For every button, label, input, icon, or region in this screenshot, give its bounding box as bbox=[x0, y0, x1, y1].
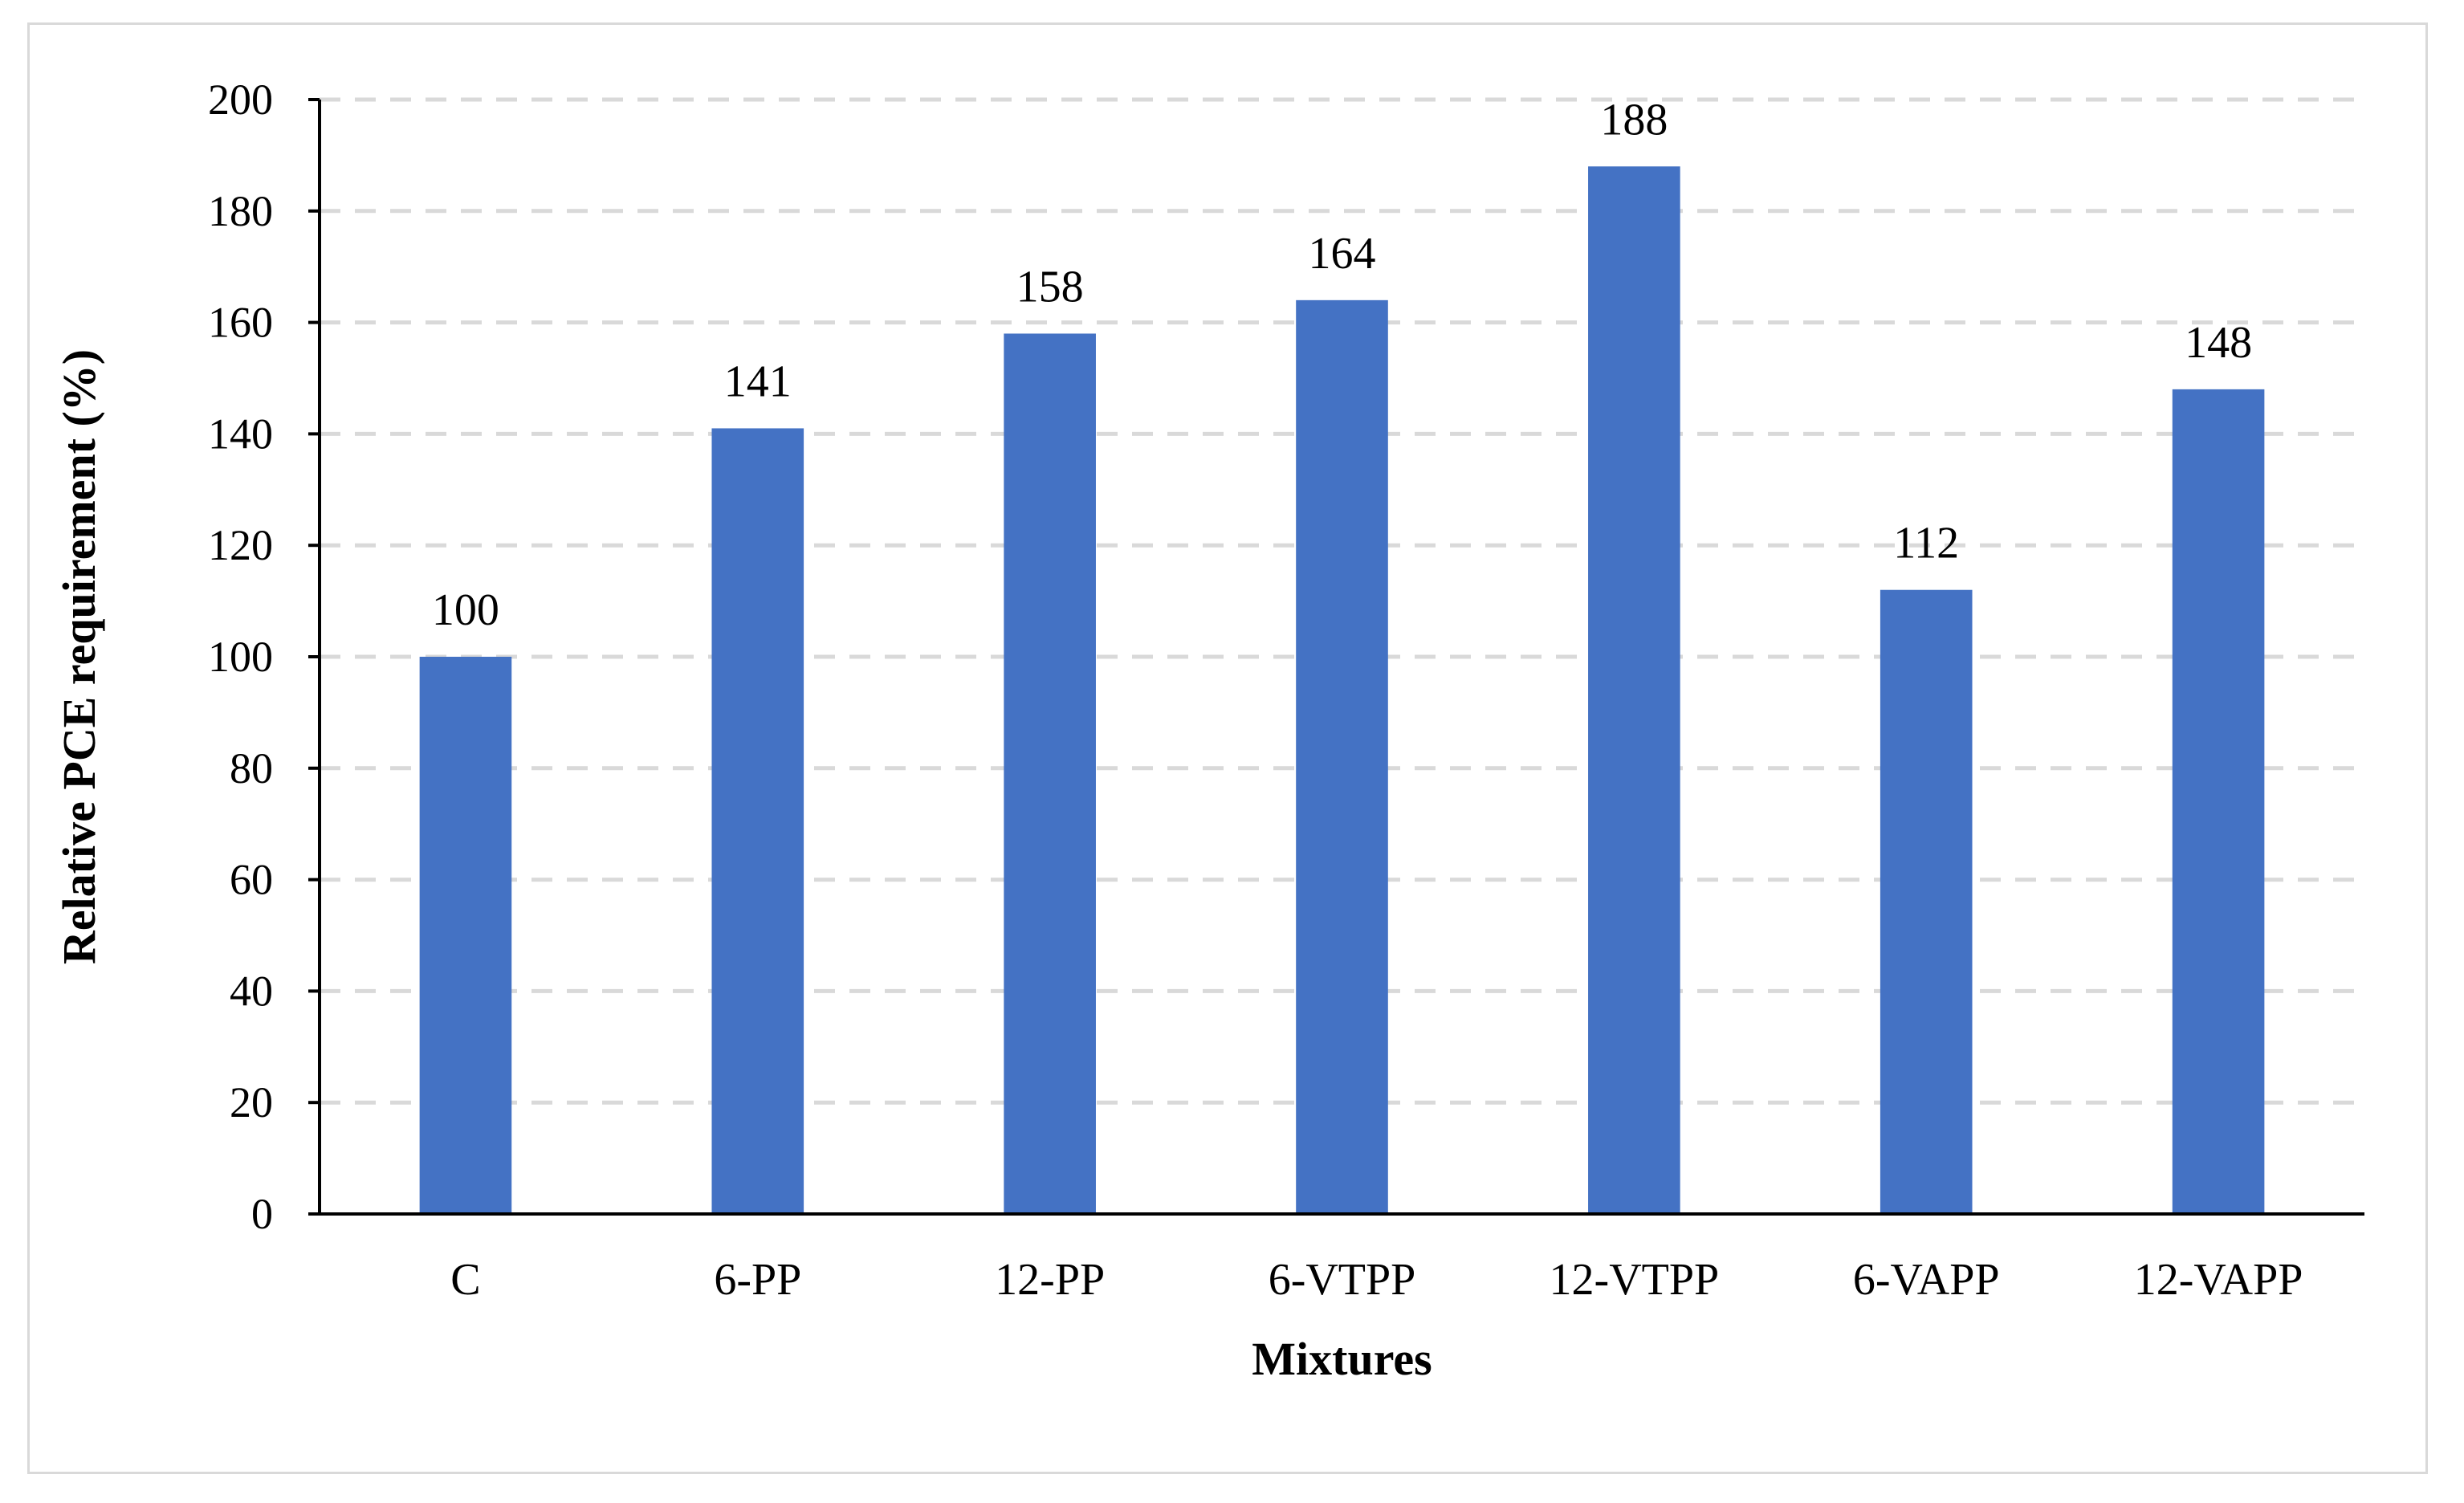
bar-c bbox=[419, 657, 512, 1214]
bars bbox=[419, 166, 2265, 1215]
x-tick-label: 6-VAPP bbox=[1853, 1255, 2000, 1305]
x-tick-label: 12-VAPP bbox=[2134, 1255, 2303, 1305]
data-label: 112 bbox=[1893, 519, 1959, 568]
gridlines bbox=[320, 97, 2364, 1105]
bar-6-vtpp bbox=[1296, 299, 1388, 1215]
x-axis-title: Mixtures bbox=[1252, 1333, 1432, 1385]
y-tick-label: 120 bbox=[208, 521, 273, 569]
y-tick-label: 100 bbox=[208, 633, 273, 681]
data-label: 158 bbox=[1016, 262, 1084, 312]
data-label: 100 bbox=[432, 585, 499, 635]
data-label: 141 bbox=[724, 356, 792, 406]
data-label: 188 bbox=[1600, 95, 1668, 145]
x-tick-label: 12-PP bbox=[995, 1255, 1105, 1305]
x-tick-labels: C 6-PP 12-PP 6-VTPP 12-VTPP 6-VAPP 12-VAPP bbox=[450, 1255, 2303, 1305]
data-labels: 100 141 158 164 188 112 148 bbox=[432, 95, 2252, 635]
data-label: 148 bbox=[2185, 318, 2252, 368]
bar-12-vapp bbox=[2172, 389, 2265, 1214]
y-tick-label: 140 bbox=[208, 409, 273, 458]
data-label: 164 bbox=[1309, 229, 1376, 279]
x-tick-label: 12-VTPP bbox=[1550, 1255, 1720, 1305]
x-tick-label: C bbox=[450, 1255, 480, 1305]
x-tick-label: 6-VTPP bbox=[1269, 1255, 1416, 1305]
y-tick-label: 160 bbox=[208, 299, 273, 347]
y-tick-label: 0 bbox=[251, 1190, 273, 1238]
bar-6-pp bbox=[711, 428, 804, 1214]
y-tick-label: 180 bbox=[208, 187, 273, 235]
x-tick-label: 6-PP bbox=[714, 1255, 801, 1305]
y-tick-label: 40 bbox=[230, 967, 273, 1015]
y-tick-label: 60 bbox=[230, 856, 273, 904]
bar-6-vapp bbox=[1880, 589, 1973, 1214]
y-tick-label: 200 bbox=[208, 75, 273, 124]
bar-12-pp bbox=[1004, 333, 1096, 1215]
y-tick-labels: 0 20 40 60 80 100 120 140 160 180 200 bbox=[208, 75, 320, 1238]
y-axis-title: Relative PCE requirement (%) bbox=[53, 349, 105, 964]
y-tick-label: 80 bbox=[230, 744, 273, 792]
bar-12-vtpp bbox=[1588, 166, 1680, 1214]
y-tick-label: 20 bbox=[230, 1078, 273, 1126]
